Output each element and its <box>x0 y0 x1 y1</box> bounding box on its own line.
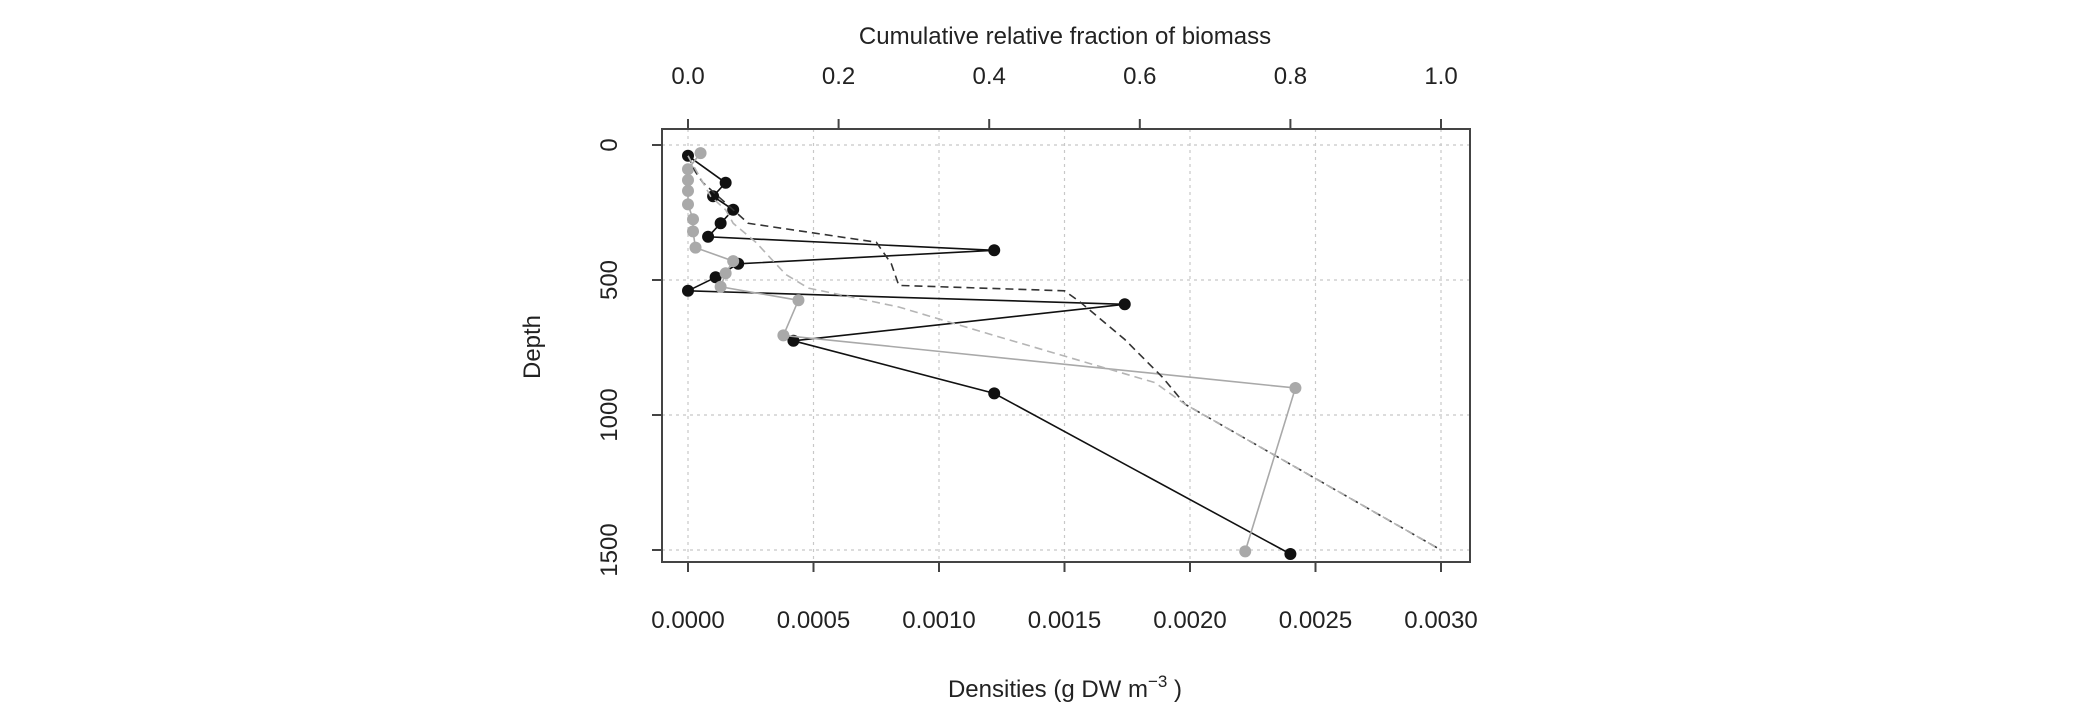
top-axis-tick-label: 0.0 <box>671 63 704 90</box>
top-axis-tick-label: 1.0 <box>1424 63 1457 90</box>
top-axis-tick-label: 0.8 <box>1274 63 1307 90</box>
bottom-axis-tick-label: 0.0005 <box>777 607 850 634</box>
data-point-density-black <box>682 284 694 297</box>
data-point-density-gray <box>687 213 700 226</box>
data-point-density-black <box>709 271 722 284</box>
data-point-density-gray <box>777 329 790 342</box>
left-axis-tick-label: 1500 <box>596 523 623 576</box>
bottom-axis-tick-label: 0.0000 <box>651 607 724 634</box>
data-point-density-gray <box>682 174 694 187</box>
data-point-density-gray <box>682 198 694 211</box>
series-line-cumulative-black <box>687 155 1442 551</box>
bottom-axis-title-end: ) <box>1167 676 1182 703</box>
data-point-density-gray <box>714 280 727 293</box>
bottom-axis-tick-label: 0.0020 <box>1153 607 1226 634</box>
left-axis-tick-label: 0 <box>596 138 623 151</box>
top-axis-tick-label: 0.6 <box>1123 63 1156 90</box>
bottom-axis-tick-label: 0.0015 <box>1028 607 1101 634</box>
data-point-density-black <box>988 387 1001 400</box>
bottom-axis-title-superscript: −3 <box>1148 672 1167 691</box>
series-line-cumulative-gray <box>687 155 1442 551</box>
data-point-density-gray <box>682 184 694 197</box>
axis-layer: 0.0000 0.0005 0.0010 0.0015 0.0020 0.0025 0.00… <box>596 63 1478 634</box>
bottom-axis-tick-label: 0.0010 <box>902 607 975 634</box>
series-layer <box>682 147 1442 561</box>
data-point-density-gray <box>694 147 707 160</box>
data-point-density-black <box>1284 548 1297 561</box>
data-point-density-gray <box>719 267 732 280</box>
data-point-density-gray <box>689 241 702 254</box>
plot-frame <box>661 128 1471 563</box>
series-line-density-black <box>687 155 1291 555</box>
data-point-density-gray <box>792 294 805 307</box>
data-point-density-gray <box>687 225 700 238</box>
data-point-density-black <box>787 334 800 347</box>
data-point-density-black <box>988 244 1001 257</box>
data-point-density-black <box>714 217 727 230</box>
grid-layer <box>662 129 1470 562</box>
bottom-axis-title-main: Densities (g DW m <box>948 676 1148 703</box>
data-point-density-gray <box>1289 382 1302 394</box>
left-axis-tick-label: 1000 <box>596 388 623 441</box>
data-point-density-black <box>702 230 715 243</box>
bottom-axis-title: Densities (g DW m−3 ) <box>948 672 1182 703</box>
top-axis-tick-label: 0.4 <box>973 63 1006 90</box>
bottom-axis-tick-label: 0.0030 <box>1404 607 1477 634</box>
data-point-density-gray <box>727 255 740 268</box>
data-point-density-black <box>719 176 732 189</box>
top-axis-tick-label: 0.2 <box>822 63 855 90</box>
series-line-density-gray <box>687 152 1297 552</box>
left-axis-title: Depth <box>519 315 546 379</box>
data-point-density-gray <box>1239 545 1252 558</box>
bottom-axis-tick-label: 0.0025 <box>1279 607 1352 634</box>
data-point-density-black <box>707 190 720 203</box>
left-axis-tick-label: 500 <box>596 260 623 300</box>
data-point-density-gray <box>682 163 694 176</box>
data-point-density-black <box>1118 298 1131 311</box>
top-axis-title: Cumulative relative fraction of biomass <box>859 23 1271 50</box>
